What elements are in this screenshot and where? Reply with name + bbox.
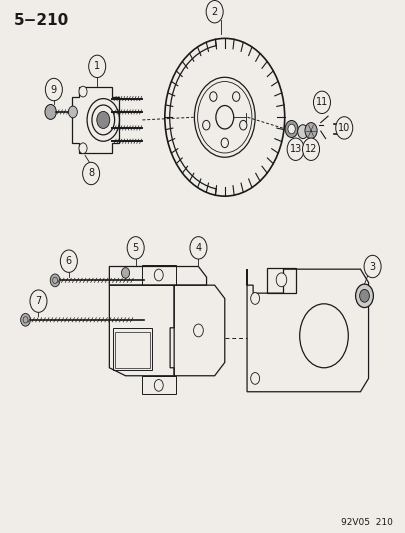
Circle shape [251, 373, 260, 384]
Circle shape [285, 120, 298, 138]
Circle shape [89, 55, 106, 77]
Circle shape [127, 237, 144, 259]
Circle shape [303, 138, 320, 160]
Circle shape [336, 117, 353, 139]
Text: 6: 6 [66, 256, 72, 266]
Circle shape [97, 111, 110, 128]
Text: 8: 8 [88, 168, 94, 179]
Circle shape [60, 250, 77, 272]
Circle shape [305, 123, 317, 139]
Text: 5−210: 5−210 [14, 13, 69, 28]
Text: 7: 7 [35, 296, 42, 306]
Text: 12: 12 [305, 144, 317, 154]
Text: 92V05  210: 92V05 210 [341, 518, 393, 527]
Text: 1: 1 [94, 61, 100, 71]
Circle shape [68, 106, 77, 118]
Circle shape [206, 1, 223, 23]
Circle shape [360, 289, 369, 302]
Circle shape [288, 124, 295, 134]
Text: 5: 5 [132, 243, 139, 253]
Circle shape [356, 284, 373, 308]
Circle shape [83, 163, 100, 185]
Circle shape [45, 78, 62, 101]
Circle shape [364, 255, 381, 278]
Circle shape [122, 268, 130, 278]
Circle shape [190, 237, 207, 259]
Circle shape [300, 304, 348, 368]
Circle shape [210, 92, 217, 101]
Text: 13: 13 [290, 144, 302, 154]
Circle shape [298, 125, 308, 139]
Text: 11: 11 [316, 98, 328, 107]
Circle shape [79, 86, 87, 97]
Circle shape [154, 379, 163, 391]
Circle shape [251, 293, 260, 304]
Circle shape [45, 104, 56, 119]
Circle shape [79, 143, 87, 154]
Circle shape [287, 138, 304, 160]
Text: 10: 10 [338, 123, 350, 133]
Circle shape [240, 120, 247, 130]
Text: 4: 4 [195, 243, 202, 253]
Circle shape [276, 273, 287, 287]
Circle shape [30, 290, 47, 312]
Circle shape [21, 313, 30, 326]
Text: 2: 2 [211, 7, 218, 17]
Circle shape [232, 92, 240, 101]
Circle shape [194, 324, 203, 337]
Circle shape [221, 138, 228, 148]
Circle shape [50, 274, 60, 287]
Text: 3: 3 [369, 262, 376, 271]
Circle shape [154, 269, 163, 281]
Circle shape [313, 91, 330, 114]
Circle shape [202, 120, 210, 130]
Text: 9: 9 [51, 85, 57, 94]
